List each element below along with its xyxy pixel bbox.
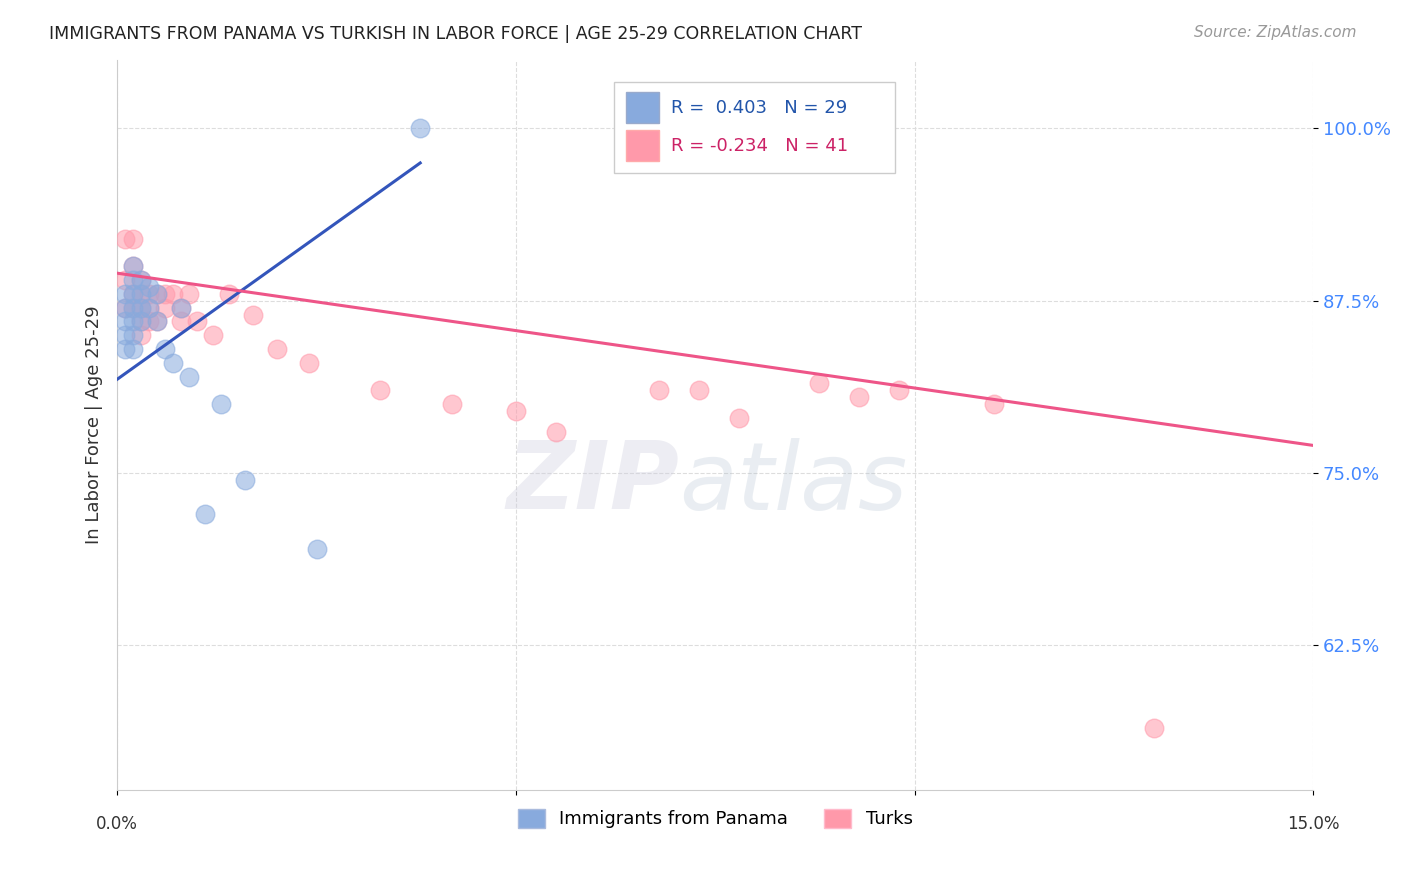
Point [146,286,169,301]
Point [170,301,193,315]
Point [114,286,136,301]
Point [146,314,169,328]
FancyBboxPatch shape [626,93,659,123]
FancyBboxPatch shape [626,130,659,161]
Point [138,301,160,315]
Point [170,314,193,328]
Point [122,232,145,246]
Point [688,384,710,398]
Point [138,280,160,294]
Point [129,314,152,328]
Point [648,384,671,398]
Point [114,232,136,246]
Text: 0.0%: 0.0% [96,814,138,833]
Point [129,314,152,328]
Point [114,314,136,328]
Point [129,273,152,287]
Text: ZIP: ZIP [506,437,679,529]
Y-axis label: In Labor Force | Age 25-29: In Labor Force | Age 25-29 [86,305,103,544]
Point [194,508,217,522]
Point [129,328,152,343]
Point [297,356,319,370]
Point [122,328,145,343]
Point [114,301,136,315]
Point [305,541,328,556]
Point [129,286,152,301]
Point [122,314,145,328]
Point [138,301,160,315]
Text: 15.0%: 15.0% [1286,814,1340,833]
Point [129,301,152,315]
Point [218,286,240,301]
Legend: Immigrants from Panama, Turks: Immigrants from Panama, Turks [510,802,920,836]
Text: R =  0.403   N = 29: R = 0.403 N = 29 [671,99,848,117]
Point [983,397,1005,411]
Point [146,286,169,301]
Point [153,342,176,356]
Point [122,260,145,274]
Point [138,286,160,301]
Point [122,301,145,315]
Point [409,121,432,136]
Point [728,410,751,425]
Text: IMMIGRANTS FROM PANAMA VS TURKISH IN LABOR FORCE | AGE 25-29 CORRELATION CHART: IMMIGRANTS FROM PANAMA VS TURKISH IN LAB… [49,25,862,43]
Text: R = -0.234   N = 41: R = -0.234 N = 41 [671,136,848,155]
Point [153,286,176,301]
Point [162,286,184,301]
FancyBboxPatch shape [613,81,894,173]
Point [544,425,567,439]
Point [114,273,136,287]
Point [177,369,200,384]
Point [122,286,145,301]
Point [242,308,264,322]
Point [122,260,145,274]
Point [186,314,208,328]
Point [1143,721,1166,735]
Point [887,384,910,398]
Point [129,273,152,287]
Point [122,273,145,287]
Point [122,301,145,315]
Point [114,301,136,315]
Point [114,342,136,356]
Text: Source: ZipAtlas.com: Source: ZipAtlas.com [1194,25,1357,40]
Point [170,301,193,315]
Point [122,342,145,356]
Point [122,286,145,301]
Point [209,397,232,411]
Point [114,328,136,343]
Point [162,356,184,370]
Point [129,301,152,315]
Point [153,301,176,315]
Point [441,397,464,411]
Point [370,384,392,398]
Point [266,342,288,356]
Text: atlas: atlas [679,438,908,529]
Point [505,404,527,418]
Point [129,286,152,301]
Point [233,473,256,487]
Point [201,328,224,343]
Point [146,314,169,328]
Point [807,376,830,391]
Point [177,286,200,301]
Point [848,390,870,404]
Point [138,314,160,328]
